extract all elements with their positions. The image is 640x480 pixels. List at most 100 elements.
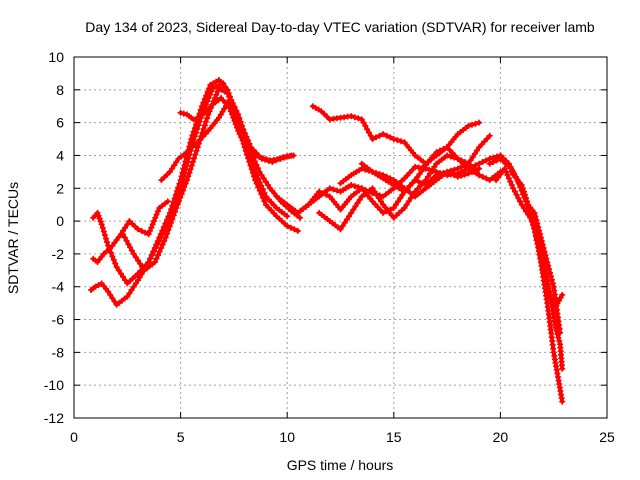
data-point <box>164 230 170 237</box>
data-point <box>542 252 549 259</box>
data-point <box>208 88 215 95</box>
data-point <box>165 227 172 234</box>
data-point <box>351 114 358 121</box>
data-point <box>259 186 266 193</box>
data-point <box>99 224 106 231</box>
data-point <box>483 157 490 164</box>
data-point <box>235 127 242 134</box>
y-tick-label: 2 <box>56 180 64 196</box>
data-point <box>523 195 529 202</box>
data-point <box>339 223 346 229</box>
data-point <box>543 281 550 288</box>
data-point <box>380 131 387 138</box>
y-tick-label: -12 <box>44 410 64 426</box>
x-tick-label: 10 <box>279 429 295 445</box>
data-point <box>532 228 539 235</box>
data-point <box>173 159 180 165</box>
data-point <box>180 110 187 117</box>
data-point <box>238 123 245 130</box>
data-point <box>135 257 141 264</box>
data-point <box>559 291 566 298</box>
data-point <box>240 126 247 133</box>
data-point <box>543 255 550 262</box>
data-point <box>362 122 369 129</box>
data-point <box>253 161 260 168</box>
data-point <box>284 213 291 220</box>
data-point <box>518 201 525 208</box>
data-point <box>520 188 527 195</box>
data-point <box>176 198 182 204</box>
data-point <box>454 165 461 172</box>
data-point <box>535 224 542 230</box>
data-point <box>124 293 131 300</box>
data-point <box>132 254 139 261</box>
data-point <box>346 213 352 220</box>
data-point <box>465 160 472 167</box>
data-point <box>330 186 337 193</box>
data-point <box>508 182 515 188</box>
data-point <box>355 184 362 191</box>
data-point <box>235 116 242 123</box>
data-point <box>193 115 200 122</box>
data-point <box>220 80 227 87</box>
data-point <box>387 134 394 141</box>
x-tick-label: 15 <box>386 429 402 445</box>
data-point <box>177 109 184 116</box>
data-point <box>123 237 130 244</box>
data-point <box>517 198 523 205</box>
y-tick-label: 10 <box>48 49 64 65</box>
data-point <box>107 291 114 298</box>
y-tick-label: -10 <box>44 377 64 393</box>
data-point <box>469 121 475 128</box>
data-point <box>149 252 156 258</box>
data-point <box>195 122 202 129</box>
data-point <box>476 172 483 179</box>
data-point <box>356 196 363 203</box>
data-point <box>191 133 198 140</box>
data-point <box>231 118 238 124</box>
data-point <box>150 218 157 225</box>
data-point <box>476 119 483 126</box>
data-point <box>433 168 440 175</box>
data-point <box>190 137 197 143</box>
data-point <box>104 239 110 246</box>
data-point <box>261 198 268 205</box>
data-point <box>227 108 234 115</box>
data-point <box>544 259 551 266</box>
data-point <box>128 287 135 293</box>
data-point <box>130 250 137 257</box>
data-point <box>429 167 436 174</box>
data-point <box>451 166 458 173</box>
data-point <box>513 191 520 198</box>
data-point <box>200 126 207 132</box>
data-point <box>206 91 213 98</box>
x-tick-label: 25 <box>599 429 615 445</box>
data-point <box>189 158 196 165</box>
data-point <box>479 173 486 180</box>
data-point <box>92 283 99 290</box>
data-point <box>288 152 295 159</box>
data-point <box>233 124 240 131</box>
data-point <box>326 185 333 192</box>
data-point <box>188 162 195 169</box>
data-point <box>256 154 263 161</box>
data-point <box>185 173 192 180</box>
data-point <box>537 231 543 237</box>
data-point <box>108 249 114 256</box>
data-point <box>148 224 155 231</box>
data-point <box>527 211 534 218</box>
data-point <box>287 224 294 231</box>
data-point <box>191 155 198 162</box>
data-point <box>214 88 221 95</box>
data-point <box>486 160 493 167</box>
data-point <box>109 295 116 302</box>
data-point <box>352 203 359 210</box>
data-point <box>166 168 173 175</box>
y-tick-label: -2 <box>52 246 65 262</box>
data-point <box>539 241 546 248</box>
data-point <box>390 136 397 142</box>
data-point <box>173 205 180 211</box>
data-point <box>130 283 137 290</box>
data-point <box>153 211 160 218</box>
data-point <box>158 245 165 251</box>
